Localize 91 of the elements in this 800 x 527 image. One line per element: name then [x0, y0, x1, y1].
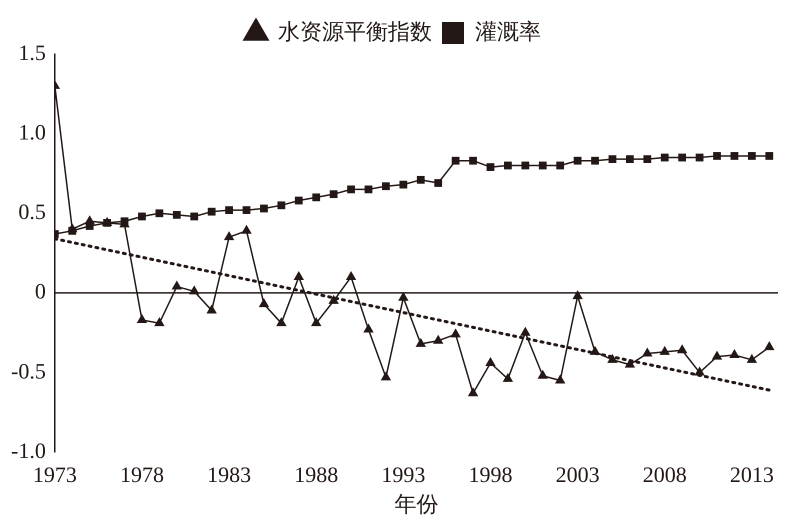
- point: [138, 212, 146, 220]
- point: [399, 180, 408, 188]
- point: [276, 317, 287, 326]
- point: [154, 317, 165, 326]
- point: [363, 324, 374, 333]
- point: [311, 317, 322, 326]
- point: [398, 292, 409, 301]
- point: [538, 370, 548, 379]
- x-tick-label: 1973: [32, 462, 77, 488]
- point: [242, 206, 250, 214]
- point: [224, 231, 234, 240]
- point: [730, 152, 738, 160]
- x-tick-label: 1988: [294, 462, 338, 488]
- point: [225, 206, 233, 214]
- point: [696, 154, 704, 162]
- point: [433, 334, 444, 344]
- point: [364, 186, 372, 194]
- point: [452, 156, 460, 165]
- point: [155, 209, 164, 218]
- point: [328, 294, 339, 304]
- point: [68, 226, 76, 235]
- point: [468, 387, 478, 396]
- point: [572, 290, 583, 300]
- y-tick-label: 1.5: [18, 40, 46, 65]
- point: [382, 182, 390, 190]
- point: [591, 156, 599, 165]
- point: [346, 270, 356, 280]
- point: [208, 208, 216, 216]
- point: [485, 357, 496, 366]
- point: [660, 154, 669, 162]
- point: [676, 344, 688, 354]
- point: [312, 193, 320, 202]
- point: [554, 374, 566, 384]
- x-tick-label: 1993: [381, 462, 426, 488]
- point: [574, 156, 582, 165]
- point: [416, 176, 425, 184]
- point: [607, 354, 618, 363]
- point: [172, 210, 181, 219]
- point: [277, 201, 286, 210]
- x-tick-label: 1978: [120, 462, 164, 488]
- point: [136, 314, 148, 323]
- point: [608, 155, 616, 164]
- point: [504, 162, 512, 170]
- point: [434, 179, 442, 187]
- point: [260, 204, 268, 212]
- point: [172, 280, 182, 290]
- y-tick-label: -1.0: [11, 438, 46, 463]
- y-tick-label: 1.0: [18, 119, 46, 144]
- legend-label: 水资源平衡指数: [278, 18, 432, 44]
- y-tick-label: -0.5: [11, 358, 46, 384]
- point: [643, 155, 652, 164]
- point: [642, 347, 652, 356]
- x-tick-label: 2013: [730, 462, 774, 488]
- point: [469, 156, 477, 165]
- point: [258, 298, 270, 308]
- point: [294, 270, 304, 280]
- point: [520, 326, 531, 336]
- point: [764, 341, 774, 350]
- point: [729, 349, 740, 358]
- point: [626, 155, 634, 164]
- point: [713, 152, 721, 160]
- point: [189, 285, 200, 294]
- point: [206, 304, 217, 314]
- point: [450, 328, 461, 338]
- point: [521, 162, 530, 170]
- point: [748, 152, 756, 160]
- point: [556, 162, 564, 170]
- point: [241, 224, 252, 234]
- point: [678, 154, 686, 162]
- y-tick-label: 0.5: [18, 199, 46, 224]
- point: [330, 190, 338, 198]
- point: [486, 163, 494, 171]
- x-tick-label: 2003: [556, 462, 600, 488]
- y-tick-label: 0: [34, 278, 46, 304]
- x-tick-label: 1998: [468, 462, 512, 488]
- legend-label: 灌溉率: [475, 18, 541, 44]
- point: [294, 196, 303, 204]
- point: [765, 152, 774, 160]
- point: [538, 162, 547, 170]
- point: [86, 222, 94, 230]
- x-tick-label: 1983: [207, 462, 252, 488]
- point: [712, 350, 722, 360]
- point: [660, 346, 670, 355]
- point: [380, 371, 392, 380]
- point: [746, 354, 758, 363]
- point: [416, 338, 426, 347]
- point: [502, 372, 514, 382]
- point: [347, 186, 355, 194]
- x-axis-title: 年份: [394, 492, 438, 517]
- x-tick-label: 2008: [642, 462, 687, 488]
- point: [190, 212, 198, 220]
